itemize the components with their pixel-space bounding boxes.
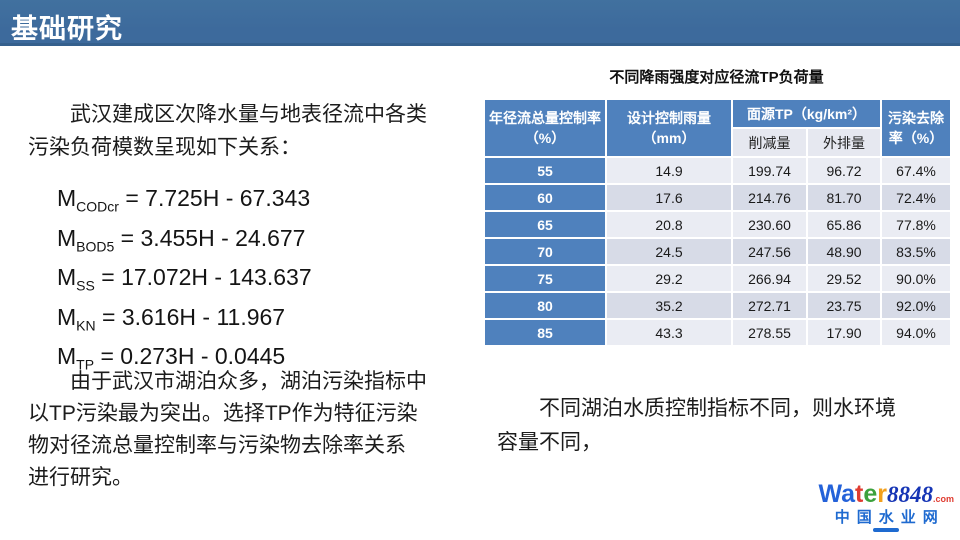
data-cell: 17.6 bbox=[605, 183, 733, 212]
text-line: 容量不同， bbox=[497, 431, 602, 454]
data-cell: 29.52 bbox=[805, 264, 883, 293]
logo-number: 8848 bbox=[886, 482, 933, 507]
data-cell: 17.90 bbox=[805, 318, 883, 347]
data-cell: 81.70 bbox=[805, 183, 883, 212]
data-cell: 65.86 bbox=[805, 210, 883, 239]
data-cell: 272.71 bbox=[731, 291, 808, 320]
text-line: 武汉建成区次降水量与地表径流中各类 bbox=[28, 103, 427, 126]
table-row: 70 24.5 247.56 48.90 83.5% bbox=[483, 237, 953, 266]
table-row: 75 29.2 266.94 29.52 90.0% bbox=[483, 264, 953, 293]
formula-line: MCODcr = 7.725H - 67.343 bbox=[57, 183, 312, 223]
lake-quality-paragraph: 不同湖泊水质控制指标不同，则水环境 容量不同， bbox=[497, 392, 896, 460]
data-cell: 214.76 bbox=[731, 183, 808, 212]
data-cell: 247.56 bbox=[731, 237, 808, 266]
text-line: 以TP污染最为突出。选择TP作为特征污染 bbox=[28, 402, 418, 425]
text-line: 进行研究。 bbox=[28, 466, 133, 489]
table-row: 60 17.6 214.76 81.70 72.4% bbox=[483, 183, 953, 212]
row-key-cell: 55 bbox=[483, 156, 607, 185]
formula-line: MBOD5 = 3.455H - 24.677 bbox=[57, 223, 312, 263]
text-line: 由于武汉市湖泊众多，湖泊污染指标中 bbox=[28, 370, 427, 393]
col-header-reduction: 削减量 bbox=[731, 127, 808, 158]
data-cell: 96.72 bbox=[805, 156, 883, 185]
data-cell: 92.0% bbox=[880, 291, 953, 320]
title-banner: 基础研究 bbox=[0, 0, 960, 46]
logo-underline bbox=[873, 528, 900, 532]
data-cell: 266.94 bbox=[731, 264, 808, 293]
table-row: 80 35.2 272.71 23.75 92.0% bbox=[483, 291, 953, 320]
data-cell: 94.0% bbox=[880, 318, 953, 347]
logo-tld: .com bbox=[932, 494, 954, 504]
logo-letter: W bbox=[818, 480, 842, 508]
row-key-cell: 75 bbox=[483, 264, 607, 293]
logo-letter: e bbox=[863, 480, 878, 508]
tp-selection-paragraph: 由于武汉市湖泊众多，湖泊污染指标中 以TP污染最为突出。选择TP作为特征污染 物对径… bbox=[28, 366, 427, 494]
formula-expression: = 3.616H - 11.967 bbox=[95, 303, 286, 330]
table-row: 55 14.9 199.74 96.72 67.4% bbox=[483, 156, 953, 185]
data-cell: 29.2 bbox=[605, 264, 733, 293]
col-header-design-rainfall: 设计控制雨量（mm） bbox=[605, 98, 733, 158]
data-cell: 278.55 bbox=[731, 318, 808, 347]
table-row: 85 43.3 278.55 17.90 94.0% bbox=[483, 318, 953, 347]
intro-paragraph: 武汉建成区次降水量与地表径流中各类 污染负荷模数呈现如下关系： bbox=[28, 98, 427, 164]
logo-word: Water bbox=[818, 482, 887, 507]
slide-title: 基础研究 bbox=[11, 14, 123, 44]
tp-load-table: 年径流总量控制率（%） 设计控制雨量（mm） 面源TP（kg/km²） 污染去除… bbox=[483, 98, 953, 347]
logo-wordmark: Water8848.com bbox=[818, 482, 954, 507]
formula-expression: = 17.072H - 143.637 bbox=[94, 264, 312, 291]
formula-symbol: M bbox=[57, 343, 77, 370]
col-header-runoff-control: 年径流总量控制率（%） bbox=[483, 98, 607, 158]
data-cell: 90.0% bbox=[880, 264, 953, 293]
col-header-discharge: 外排量 bbox=[805, 127, 883, 158]
logo-letter: r bbox=[877, 480, 887, 508]
formula-expression: = 0.273H - 0.0445 bbox=[94, 343, 286, 370]
data-cell: 83.5% bbox=[880, 237, 953, 266]
table-body: 55 14.9 199.74 96.72 67.4% 60 17.6 214.76 81.70 7… bbox=[483, 156, 953, 347]
formula-symbol: M bbox=[57, 185, 77, 211]
data-cell: 35.2 bbox=[605, 291, 733, 320]
table-title: 不同降雨强度对应径流TP负荷量 bbox=[609, 69, 824, 86]
data-cell: 23.75 bbox=[805, 291, 883, 320]
row-key-cell: 80 bbox=[483, 291, 607, 320]
data-cell: 72.4% bbox=[880, 183, 953, 212]
data-cell: 77.8% bbox=[880, 210, 953, 239]
formula-symbol: M bbox=[57, 224, 77, 251]
text-line: 物对径流总量控制率与污染物去除率关系 bbox=[28, 434, 406, 457]
formula-subscript: KN bbox=[76, 317, 96, 334]
table-header: 年径流总量控制率（%） 设计控制雨量（mm） 面源TP（kg/km²） 污染去除… bbox=[483, 98, 953, 158]
data-cell: 14.9 bbox=[605, 156, 733, 185]
col-header-tp-group: 面源TP（kg/km²） bbox=[730, 98, 883, 129]
water8848-logo: Water8848.com 中国水业网 bbox=[818, 482, 954, 532]
text-line: 污染负荷模数呈现如下关系： bbox=[28, 136, 301, 159]
formula-subscript: CODcr bbox=[76, 198, 119, 215]
formula-symbol: M bbox=[57, 303, 77, 330]
data-cell: 20.8 bbox=[605, 210, 733, 239]
formula-subscript: TP bbox=[76, 356, 95, 373]
formula-line: MKN = 3.616H - 11.967 bbox=[57, 302, 312, 342]
logo-letter: a bbox=[841, 480, 856, 508]
row-key-cell: 65 bbox=[483, 210, 607, 239]
formula-list: MCODcr = 7.725H - 67.343 MBOD5 = 3.455H -… bbox=[57, 183, 312, 381]
data-cell: 24.5 bbox=[605, 237, 733, 266]
logo-subtitle: 中国水业网 bbox=[834, 509, 945, 526]
row-key-cell: 85 bbox=[483, 318, 607, 347]
text-line: 不同湖泊水质控制指标不同，则水环境 bbox=[497, 397, 896, 420]
logo-letter: t bbox=[855, 480, 864, 508]
data-cell: 43.3 bbox=[605, 318, 733, 347]
table-row: 65 20.8 230.60 65.86 77.8% bbox=[483, 210, 953, 239]
data-cell: 230.60 bbox=[731, 210, 808, 239]
formula-symbol: M bbox=[57, 264, 77, 291]
formula-subscript: SS bbox=[76, 277, 95, 294]
row-key-cell: 70 bbox=[483, 237, 607, 266]
data-cell: 199.74 bbox=[731, 156, 808, 185]
col-header-removal-rate: 污染去除率（%） bbox=[880, 98, 953, 158]
formula-line: MSS = 17.072H - 143.637 bbox=[57, 262, 312, 302]
formula-expression: = 3.455H - 24.677 bbox=[114, 224, 306, 251]
data-cell: 67.4% bbox=[880, 156, 953, 185]
formula-expression: = 7.725H - 67.343 bbox=[118, 185, 311, 211]
row-key-cell: 60 bbox=[483, 183, 607, 212]
data-cell: 48.90 bbox=[805, 237, 883, 266]
formula-line: MTP = 0.273H - 0.0445 bbox=[57, 341, 312, 381]
formula-subscript: BOD5 bbox=[76, 238, 115, 255]
